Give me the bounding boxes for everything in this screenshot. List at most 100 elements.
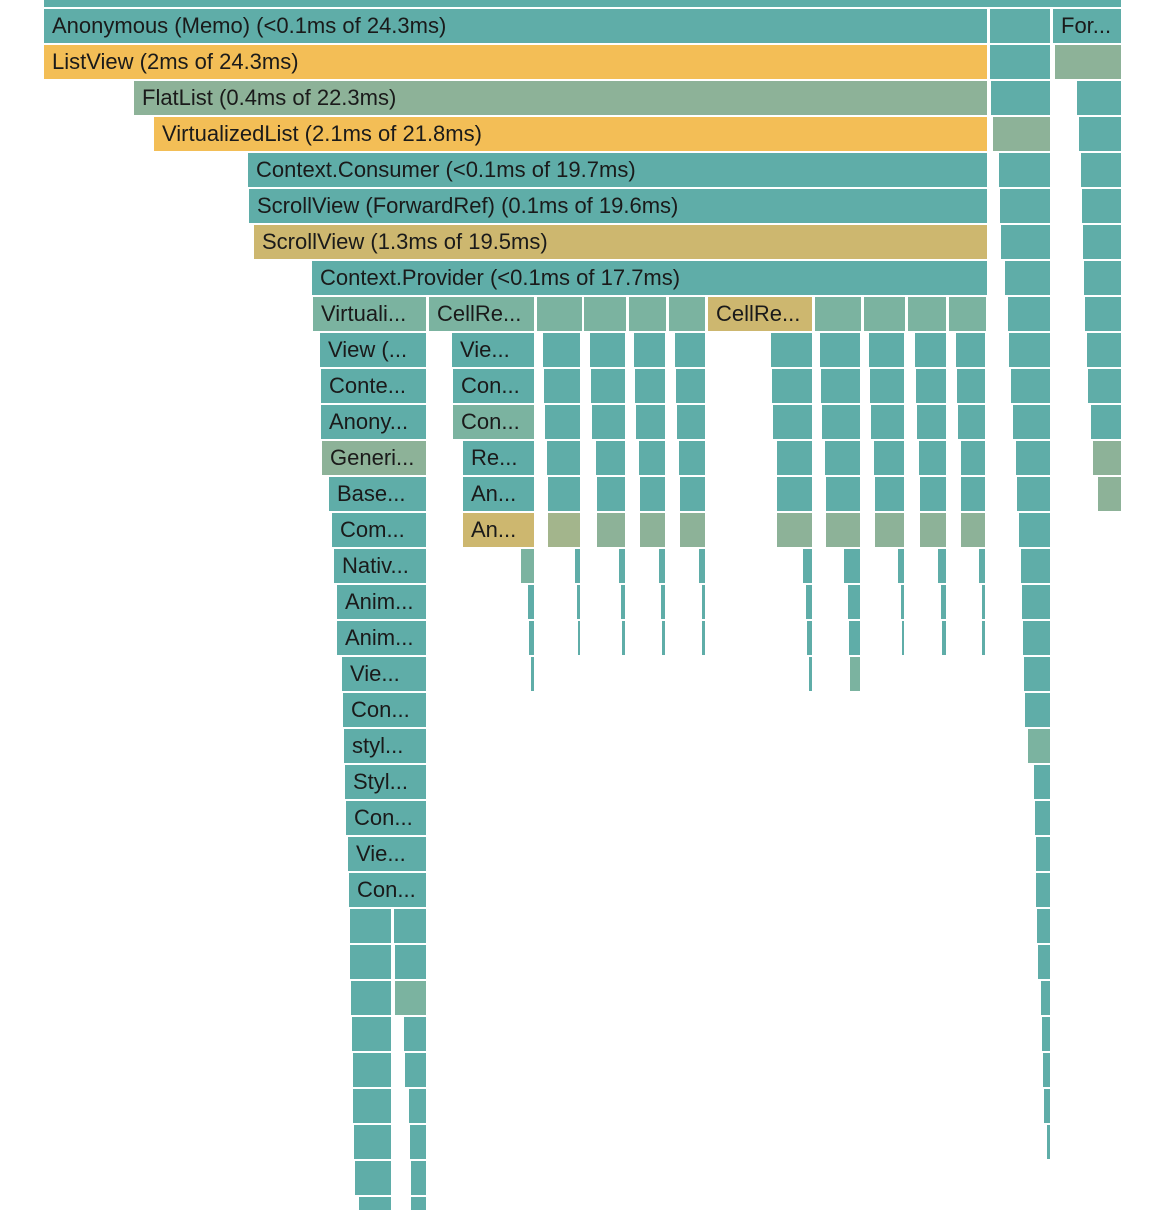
flame-bar-unlabeled[interactable] — [920, 513, 946, 547]
flame-bar-unlabeled[interactable] — [942, 621, 946, 655]
flame-bar-unlabeled[interactable] — [548, 477, 580, 511]
flame-bar-unlabeled[interactable] — [917, 405, 946, 439]
flame-bar[interactable]: An... — [463, 513, 534, 547]
flame-bar-unlabeled[interactable] — [537, 297, 582, 331]
flame-bar-unlabeled[interactable] — [395, 945, 426, 979]
flame-bar-unlabeled[interactable] — [777, 441, 812, 475]
flame-bar-unlabeled[interactable] — [680, 477, 705, 511]
flame-bar-unlabeled[interactable] — [409, 1089, 426, 1123]
flame-bar-unlabeled[interactable] — [596, 441, 625, 475]
flame-bar-unlabeled[interactable] — [350, 945, 391, 979]
flame-bar-unlabeled[interactable] — [1037, 909, 1050, 943]
flame-bar-unlabeled[interactable] — [1043, 1053, 1050, 1087]
flame-bar-unlabeled[interactable] — [961, 513, 985, 547]
flame-bar-unlabeled[interactable] — [640, 513, 665, 547]
flame-bar-unlabeled[interactable] — [622, 621, 625, 655]
flame-bar-unlabeled[interactable] — [1019, 513, 1050, 547]
flame-bar-unlabeled[interactable] — [1008, 297, 1050, 331]
flame-bar-unlabeled[interactable] — [938, 549, 946, 583]
flame-bar-unlabeled[interactable] — [982, 621, 985, 655]
flame-bar-unlabeled[interactable] — [44, 0, 1121, 7]
flame-bar[interactable]: VirtualizedList (2.1ms of 21.8ms) — [154, 117, 987, 151]
flame-bar-unlabeled[interactable] — [597, 477, 625, 511]
flame-bar-unlabeled[interactable] — [1044, 1089, 1050, 1123]
flame-bar-unlabeled[interactable] — [979, 549, 985, 583]
flame-bar-unlabeled[interactable] — [676, 369, 705, 403]
flame-bar-unlabeled[interactable] — [1091, 405, 1121, 439]
flame-bar-unlabeled[interactable] — [702, 585, 705, 619]
flame-bar-unlabeled[interactable] — [982, 585, 985, 619]
flame-bar-unlabeled[interactable] — [915, 333, 946, 367]
flame-bar-unlabeled[interactable] — [1047, 1125, 1050, 1159]
flame-bar-unlabeled[interactable] — [809, 657, 812, 691]
flame-bar-unlabeled[interactable] — [1023, 621, 1050, 655]
flame-bar-unlabeled[interactable] — [1084, 261, 1121, 295]
flame-bar-unlabeled[interactable] — [1036, 837, 1050, 871]
flame-bar-unlabeled[interactable] — [869, 333, 904, 367]
flame-bar-unlabeled[interactable] — [635, 369, 665, 403]
flame-bar-unlabeled[interactable] — [1009, 333, 1050, 367]
flame-bar-unlabeled[interactable] — [544, 369, 580, 403]
flame-bar[interactable]: CellRe... — [429, 297, 534, 331]
flame-bar[interactable]: Con... — [349, 873, 426, 907]
flame-bar-unlabeled[interactable] — [405, 1053, 426, 1087]
flame-bar[interactable]: Generi... — [322, 441, 426, 475]
flame-bar[interactable]: ScrollView (1.3ms of 19.5ms) — [254, 225, 987, 259]
flame-bar-unlabeled[interactable] — [1087, 333, 1121, 367]
flame-bar[interactable]: Base... — [329, 477, 426, 511]
flame-bar-unlabeled[interactable] — [547, 441, 580, 475]
flame-bar-unlabeled[interactable] — [677, 405, 705, 439]
flame-bar-unlabeled[interactable] — [1093, 441, 1121, 475]
flame-bar-unlabeled[interactable] — [659, 549, 665, 583]
flame-bar[interactable]: Anonymous (Memo) (<0.1ms of 24.3ms) — [44, 9, 987, 43]
flame-bar-unlabeled[interactable] — [350, 909, 391, 943]
flame-bar-unlabeled[interactable] — [958, 405, 985, 439]
flame-bar[interactable]: Con... — [346, 801, 426, 835]
flame-bar-unlabeled[interactable] — [807, 621, 812, 655]
flame-bar-unlabeled[interactable] — [1042, 1017, 1050, 1051]
flame-bar-unlabeled[interactable] — [874, 441, 904, 475]
flame-bar-unlabeled[interactable] — [680, 513, 705, 547]
flame-bar-unlabeled[interactable] — [993, 117, 1050, 151]
flame-bar-unlabeled[interactable] — [961, 477, 985, 511]
flame-bar-unlabeled[interactable] — [772, 369, 812, 403]
flame-bar-unlabeled[interactable] — [575, 549, 580, 583]
flame-bar-unlabeled[interactable] — [351, 981, 391, 1015]
flame-bar[interactable]: Conte... — [321, 369, 426, 403]
flame-bar-unlabeled[interactable] — [864, 297, 905, 331]
flame-bar-unlabeled[interactable] — [870, 369, 904, 403]
flame-bar-unlabeled[interactable] — [771, 333, 812, 367]
flame-bar-unlabeled[interactable] — [1028, 729, 1050, 763]
flame-bar-unlabeled[interactable] — [395, 981, 426, 1015]
flame-bar-unlabeled[interactable] — [359, 1197, 391, 1210]
flame-bar-unlabeled[interactable] — [1021, 549, 1050, 583]
flame-bar[interactable]: Con... — [343, 693, 426, 727]
flame-bar-unlabeled[interactable] — [629, 297, 666, 331]
flame-bar[interactable]: Nativ... — [334, 549, 426, 583]
flame-bar-unlabeled[interactable] — [662, 621, 665, 655]
flame-bar-unlabeled[interactable] — [815, 297, 861, 331]
flame-bar-unlabeled[interactable] — [1036, 873, 1050, 907]
flame-bar-unlabeled[interactable] — [1025, 693, 1050, 727]
flame-bar-unlabeled[interactable] — [410, 1125, 426, 1159]
flame-bar-unlabeled[interactable] — [548, 513, 580, 547]
flame-bar-unlabeled[interactable] — [354, 1125, 391, 1159]
flame-bar-unlabeled[interactable] — [529, 621, 534, 655]
flame-bar-unlabeled[interactable] — [352, 1017, 391, 1051]
flame-bar[interactable]: For... — [1053, 9, 1121, 43]
flame-bar[interactable]: Vie... — [348, 837, 426, 871]
flame-bar-unlabeled[interactable] — [640, 477, 665, 511]
flame-bar[interactable]: Re... — [463, 441, 534, 475]
flame-bar-unlabeled[interactable] — [1038, 945, 1050, 979]
flame-bar-unlabeled[interactable] — [821, 369, 860, 403]
flame-bar-unlabeled[interactable] — [1035, 801, 1050, 835]
flame-bar-unlabeled[interactable] — [591, 369, 625, 403]
flame-bar[interactable]: Anim... — [337, 585, 426, 619]
flame-bar-unlabeled[interactable] — [777, 513, 812, 547]
flame-bar-unlabeled[interactable] — [545, 405, 580, 439]
flame-bar-unlabeled[interactable] — [990, 9, 1050, 43]
flame-bar[interactable]: View (... — [320, 333, 426, 367]
flame-bar-unlabeled[interactable] — [702, 621, 705, 655]
flame-bar-unlabeled[interactable] — [916, 369, 946, 403]
flame-bar-unlabeled[interactable] — [1005, 261, 1050, 295]
